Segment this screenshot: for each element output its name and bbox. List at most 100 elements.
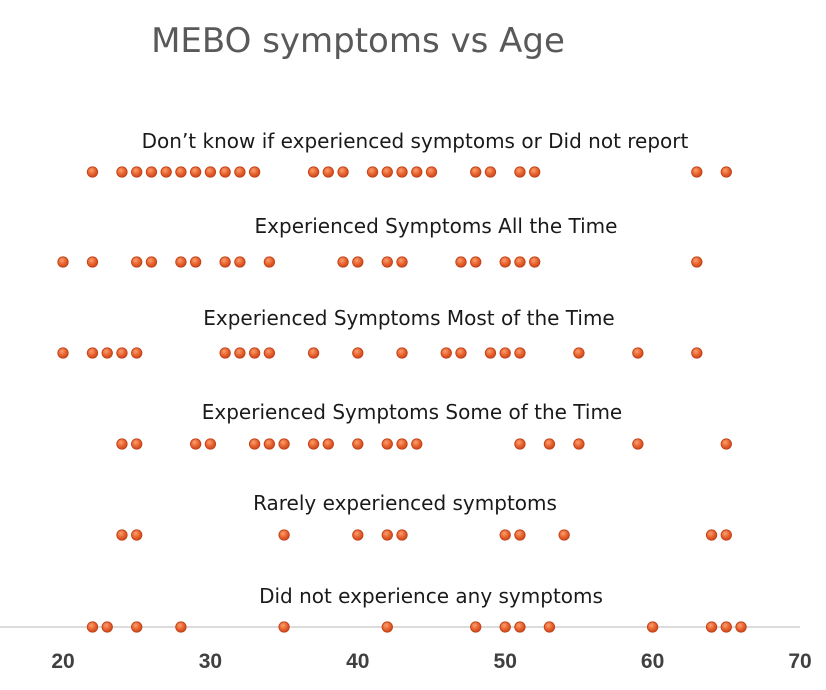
data-point — [101, 347, 113, 359]
data-point — [381, 438, 393, 450]
data-point — [411, 166, 423, 178]
row-label-some-of-the-time: Experienced Symptoms Some of the Time — [202, 400, 622, 424]
row-labels: Don’t know if experienced symptoms or Di… — [142, 129, 689, 608]
data-point — [396, 529, 408, 541]
chart-title: MEBO symptoms vs Age — [151, 21, 565, 61]
data-point — [396, 256, 408, 268]
x-tick-label: 40 — [346, 650, 369, 673]
data-point — [337, 256, 349, 268]
data-point — [484, 347, 497, 359]
series-1 — [57, 256, 703, 268]
data-point — [190, 166, 202, 178]
data-point — [396, 347, 408, 359]
data-point — [705, 529, 718, 541]
data-point — [190, 256, 202, 268]
data-point — [720, 166, 732, 178]
data-point — [131, 256, 143, 268]
data-point — [86, 347, 99, 359]
data-point — [116, 438, 128, 450]
data-point — [352, 347, 364, 359]
series-3 — [116, 438, 732, 450]
data-point — [484, 166, 497, 178]
data-point — [720, 438, 732, 450]
data-point — [322, 438, 334, 450]
data-point — [86, 166, 99, 178]
data-point — [499, 256, 511, 268]
data-point — [455, 347, 467, 359]
data-point — [381, 256, 393, 268]
data-point — [116, 166, 128, 178]
data-point — [219, 256, 231, 268]
data-point — [411, 438, 423, 450]
data-point — [131, 529, 143, 541]
data-point — [234, 166, 246, 178]
data-point — [57, 256, 69, 268]
row-label-all-the-time: Experienced Symptoms All the Time — [255, 214, 618, 238]
data-point — [499, 529, 511, 541]
data-point — [366, 166, 379, 178]
data-point — [691, 347, 703, 359]
data-point — [425, 166, 438, 178]
data-point — [175, 166, 187, 178]
data-point — [131, 166, 143, 178]
series-2 — [57, 347, 703, 359]
series-4 — [116, 529, 732, 541]
series-0 — [86, 166, 732, 178]
data-point — [263, 347, 276, 359]
x-axis-ticks: 20 30 40 50 60 70 — [51, 650, 811, 673]
data-points — [57, 166, 747, 633]
data-point — [499, 347, 511, 359]
data-point — [116, 347, 128, 359]
data-point — [248, 438, 261, 450]
data-point — [101, 621, 113, 633]
data-point — [573, 438, 585, 450]
data-point — [470, 256, 482, 268]
data-point — [396, 438, 408, 450]
data-point — [573, 347, 585, 359]
data-point — [307, 438, 320, 450]
data-point — [470, 621, 482, 633]
data-point — [352, 256, 364, 268]
data-point — [145, 166, 158, 178]
row-label-most-of-the-time: Experienced Symptoms Most of the Time — [203, 306, 615, 330]
data-point — [116, 529, 128, 541]
data-point — [632, 438, 644, 450]
data-point — [558, 529, 570, 541]
data-point — [234, 347, 246, 359]
data-point — [514, 347, 526, 359]
data-point — [632, 347, 644, 359]
data-point — [160, 166, 172, 178]
x-tick-label: 50 — [494, 650, 517, 673]
row-label-rarely: Rarely experienced symptoms — [253, 491, 557, 515]
data-point — [396, 166, 408, 178]
data-point — [248, 166, 261, 178]
data-point — [543, 621, 556, 633]
x-tick-label: 30 — [199, 650, 222, 673]
data-point — [514, 438, 526, 450]
data-point — [529, 256, 541, 268]
row-label-none: Did not experience any symptoms — [259, 584, 603, 608]
data-point — [204, 166, 217, 178]
data-point — [278, 529, 290, 541]
data-point — [307, 347, 320, 359]
data-point — [440, 347, 452, 359]
data-point — [470, 166, 482, 178]
data-point — [352, 529, 364, 541]
data-point — [720, 529, 732, 541]
data-point — [131, 347, 143, 359]
data-point — [322, 166, 334, 178]
data-point — [248, 347, 261, 359]
data-point — [691, 166, 703, 178]
data-point — [381, 166, 393, 178]
x-tick-label: 60 — [641, 650, 664, 673]
data-point — [381, 529, 393, 541]
data-point — [131, 438, 143, 450]
row-label-dont-know: Don’t know if experienced symptoms or Di… — [142, 129, 689, 153]
data-point — [514, 256, 526, 268]
data-point — [514, 621, 526, 633]
data-point — [263, 256, 276, 268]
data-point — [514, 529, 526, 541]
data-point — [705, 621, 718, 633]
data-point — [204, 438, 217, 450]
